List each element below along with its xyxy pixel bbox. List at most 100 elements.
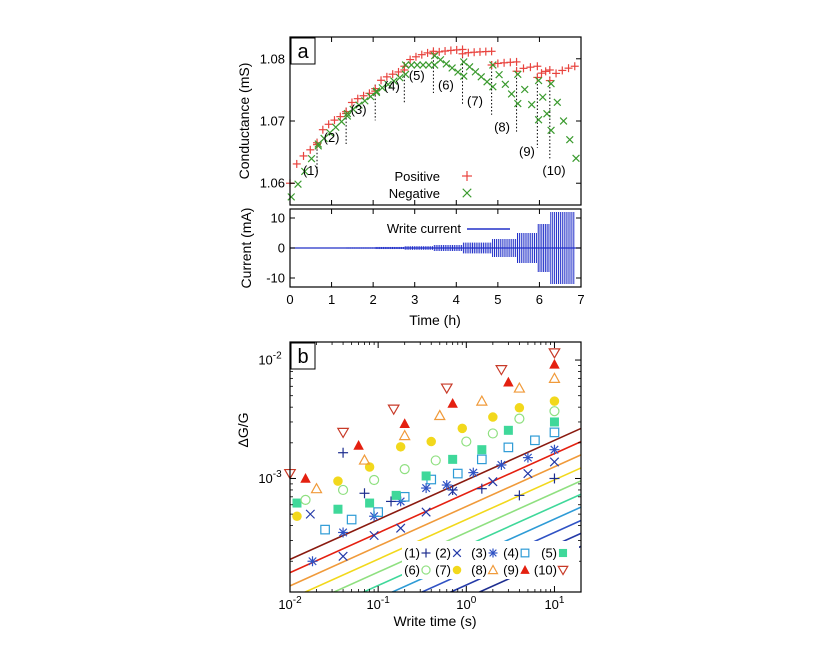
panel-b-legend: (1) (2) (3) (4) (5) (6) (7) (8) (9) (10) (404, 546, 569, 578)
data-point-negative (495, 70, 503, 79)
legend-series-7-label: (7) (435, 563, 451, 578)
data-point-series-3 (338, 527, 349, 538)
data-point-series-5 (421, 471, 431, 481)
data-point-series-9 (549, 358, 560, 369)
data-point-positive (533, 62, 542, 71)
data-point-positive (558, 66, 567, 75)
data-point-positive (423, 48, 432, 57)
data-point-negative (337, 117, 346, 126)
data-point-positive (435, 47, 444, 56)
data-point-negative (361, 97, 369, 105)
data-point-positive (541, 67, 550, 76)
legend-series-3-marker (488, 548, 498, 558)
data-point-negative (287, 193, 296, 201)
data-point-positive (417, 50, 426, 59)
data-point-negative (413, 61, 422, 69)
data-point-series-6 (300, 494, 311, 505)
legend-series-6-marker (421, 565, 431, 575)
data-point-positive (526, 63, 535, 72)
data-point-positive (394, 67, 403, 76)
data-point-series-6 (337, 484, 349, 496)
data-point-series-9 (447, 397, 458, 408)
data-point-series-1 (386, 496, 397, 507)
data-point-series-8 (513, 381, 526, 393)
legend-positive-label: Positive (394, 169, 440, 184)
data-point-series-8 (433, 409, 446, 421)
data-point-negative (326, 128, 334, 137)
panel-b-frame (289, 341, 582, 593)
data-point-positive (519, 64, 528, 73)
data-point-positive (570, 62, 579, 71)
data-point-series-2 (305, 509, 315, 519)
data-point-series-1 (514, 490, 525, 501)
data-point-series-2 (421, 507, 431, 517)
data-point-negative (331, 123, 340, 132)
data-point-negative (489, 82, 497, 91)
data-point-negative (436, 55, 445, 64)
data-point-positive (537, 69, 546, 78)
data-point-negative (507, 90, 516, 98)
data-point-negative (547, 79, 555, 88)
data-point-series-4 (530, 435, 540, 446)
data-point-series-1 (447, 484, 458, 495)
x-tick-label: 5 (494, 292, 501, 307)
data-point-negative (401, 70, 410, 79)
data-point-positive (564, 64, 573, 73)
data-point-positive (299, 151, 308, 160)
data-point-negative (372, 87, 381, 95)
y-tick-label: 0 (278, 241, 285, 256)
legend-series-10-marker (557, 565, 569, 576)
panel-a-letter: a (297, 41, 309, 63)
x-tick-label: 10-1 (366, 595, 390, 612)
data-point-positive (336, 112, 345, 121)
data-point-series-2 (369, 530, 379, 541)
data-point-negative (372, 88, 381, 97)
legend-series-3-label: (3) (471, 546, 487, 561)
data-point-series-8 (548, 372, 561, 383)
panel-b-letter-box (290, 342, 316, 370)
legend-write-current-label: Write current (387, 221, 462, 236)
data-point-positive (318, 125, 327, 134)
data-point-negative (294, 180, 302, 188)
x-tick-label: 3 (411, 292, 418, 307)
data-point-series-3 (307, 556, 318, 567)
data-point-series-2 (488, 476, 498, 487)
data-point-series-9 (300, 472, 311, 483)
data-point-series-4 (452, 468, 463, 479)
data-point-series-8 (398, 429, 411, 441)
legend-series-5-label: (5) (541, 546, 557, 561)
legend-series-7-marker (452, 565, 462, 575)
data-point-series-9 (399, 418, 410, 428)
data-point-series-7 (457, 423, 468, 434)
legend-negative-marker (462, 188, 472, 198)
data-point-negative (543, 109, 551, 118)
data-point-positive (545, 76, 554, 85)
data-point-positive (493, 59, 502, 68)
data-point-negative (401, 61, 410, 69)
data-point-series-10 (495, 365, 508, 376)
panel-b-legend-bg (402, 541, 579, 579)
data-point-negative (538, 93, 547, 101)
segment-annotation: (4) (384, 79, 400, 94)
data-point-series-6 (430, 455, 441, 466)
legend-positive: Positive (394, 169, 472, 184)
data-point-series-5 (477, 445, 487, 455)
data-point-series-3 (522, 452, 533, 463)
data-point-negative (378, 83, 387, 92)
panel-b-plot: 10-2 10-1 100 101 10-3 10-2 b ΔG/G Write time… (235, 341, 582, 629)
data-point-positive (458, 49, 467, 58)
data-point-negative (442, 60, 451, 68)
data-point-negative (572, 154, 580, 163)
data-point-negative (565, 135, 574, 144)
data-point-series-8 (310, 482, 323, 494)
y-tick-label: 10-2 (258, 351, 282, 368)
x-axis-label-write-time: Write time (s) (394, 613, 477, 629)
data-point-series-4 (320, 524, 330, 535)
data-point-series-5 (391, 490, 401, 500)
data-point-series-4 (373, 507, 384, 517)
data-point-negative (534, 76, 543, 85)
data-point-series-6 (369, 474, 380, 486)
data-point-series-4 (476, 454, 487, 465)
data-point-series-5 (503, 425, 513, 435)
